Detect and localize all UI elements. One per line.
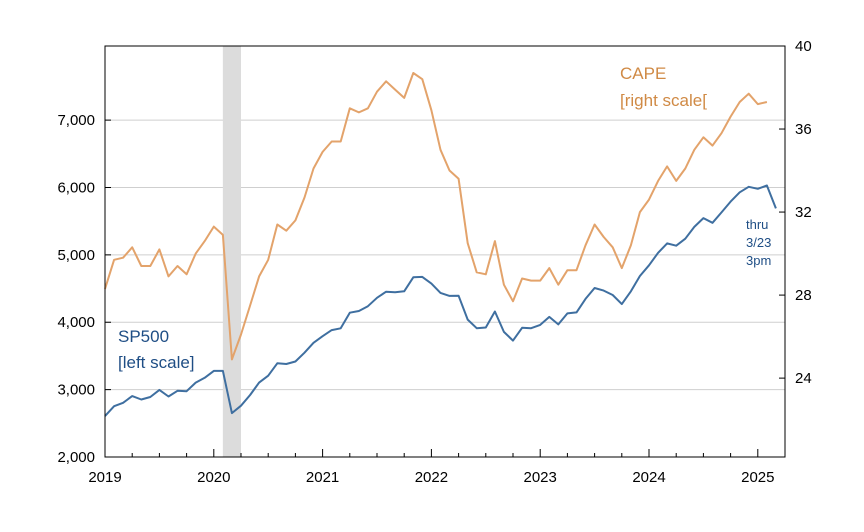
series-line-cape: [104, 72, 768, 361]
gridlines: [105, 119, 785, 391]
x-tick-label: 2023: [524, 469, 557, 486]
thru-annotation-line1: thru: [746, 217, 768, 232]
y-left-tick-label: 2,000: [57, 449, 95, 466]
y-left-tick-label: 5,000: [57, 247, 95, 264]
y-left-tick-label: 6,000: [57, 179, 95, 196]
series-line-sp500: [104, 184, 777, 417]
plot-frame: [104, 45, 786, 458]
thru-annotation-line3: 3pm: [746, 253, 771, 268]
y-left-tick-label: 7,000: [57, 112, 95, 129]
y-right-tick-label: 32: [795, 204, 812, 221]
y-right-tick-label: 28: [795, 287, 812, 304]
sp500-annotation-title: SP500: [118, 327, 169, 346]
sp500-annotation-scale: [left scale]: [118, 353, 195, 372]
y-right-tick-label: 40: [795, 38, 812, 55]
x-tick-label: 2019: [88, 469, 121, 486]
axes: 2,000 3,000 4,000 5,000 6,000 7,000 24 28 32 36 40…: [57, 38, 811, 486]
y-right-tick-label: 36: [795, 121, 812, 138]
recession-band: [222, 46, 241, 457]
x-tick-label: 2020: [197, 469, 230, 486]
x-tick-label: 2021: [306, 469, 339, 486]
x-tick-label: 2025: [741, 469, 774, 486]
cape-annotation-title: CAPE: [620, 64, 666, 83]
thru-annotation-line2: 3/23: [746, 235, 771, 250]
series-lines: [104, 72, 777, 417]
y-right-tick-label: 24: [795, 370, 812, 387]
cape-annotation-scale: [right scale[: [620, 91, 707, 110]
y-left-tick-label: 4,000: [57, 314, 95, 331]
x-tick-label: 2022: [415, 469, 448, 486]
y-left-tick-label: 3,000: [57, 382, 95, 399]
x-tick-label: 2024: [632, 469, 665, 486]
recession-shading: [222, 46, 241, 457]
